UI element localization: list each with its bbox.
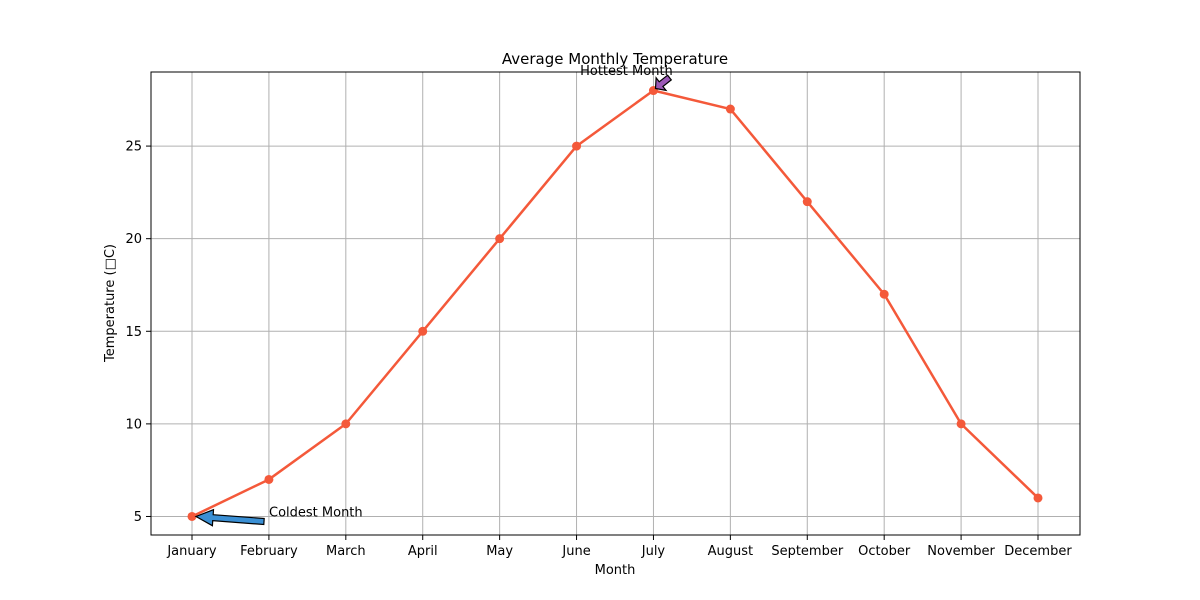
data-point-april <box>418 326 428 336</box>
x-tick-label: October <box>858 544 911 559</box>
series-line <box>191 89 1039 518</box>
coldest-annotation-label: Coldest Month <box>269 505 363 520</box>
x-tick-label: May <box>486 544 513 559</box>
x-tick-label: February <box>240 544 298 559</box>
coldest-annotation-arrow <box>194 508 265 527</box>
data-point-june <box>572 141 582 151</box>
y-tick-label: 25 <box>125 140 142 155</box>
y-tick-label: 10 <box>125 417 142 432</box>
y-axis-ticks: 5 10 15 20 25 <box>125 140 151 525</box>
x-tick-label: January <box>166 544 217 559</box>
data-point-december <box>1033 493 1043 503</box>
x-axis-label: Month <box>595 563 636 578</box>
data-point-february <box>264 474 274 484</box>
data-point-august <box>725 104 735 114</box>
y-tick-label: 15 <box>125 325 142 340</box>
x-tick-label: August <box>708 544 754 559</box>
x-tick-label: December <box>1004 544 1072 559</box>
hottest-annotation-arrow <box>654 74 673 92</box>
data-point-september <box>802 197 812 207</box>
data-point-november <box>956 419 966 429</box>
data-point-march <box>341 419 351 429</box>
y-axis-label: Temperature (□C) <box>103 244 118 363</box>
x-axis-ticks: January February March April May June July Augu… <box>166 535 1072 559</box>
data-point-october <box>879 289 889 299</box>
data-point-january <box>187 511 197 521</box>
plot-frame <box>150 71 1081 536</box>
y-tick-label: 5 <box>134 510 142 525</box>
x-tick-label: March <box>326 544 366 559</box>
x-tick-label: July <box>641 544 666 559</box>
x-tick-label: September <box>771 544 844 559</box>
x-tick-label: November <box>927 544 995 559</box>
x-tick-label: June <box>561 544 590 559</box>
y-tick-label: 20 <box>125 232 142 247</box>
x-tick-label: April <box>408 544 438 559</box>
chart-title: Average Monthly Temperature <box>502 50 728 68</box>
data-point-may <box>495 234 505 244</box>
